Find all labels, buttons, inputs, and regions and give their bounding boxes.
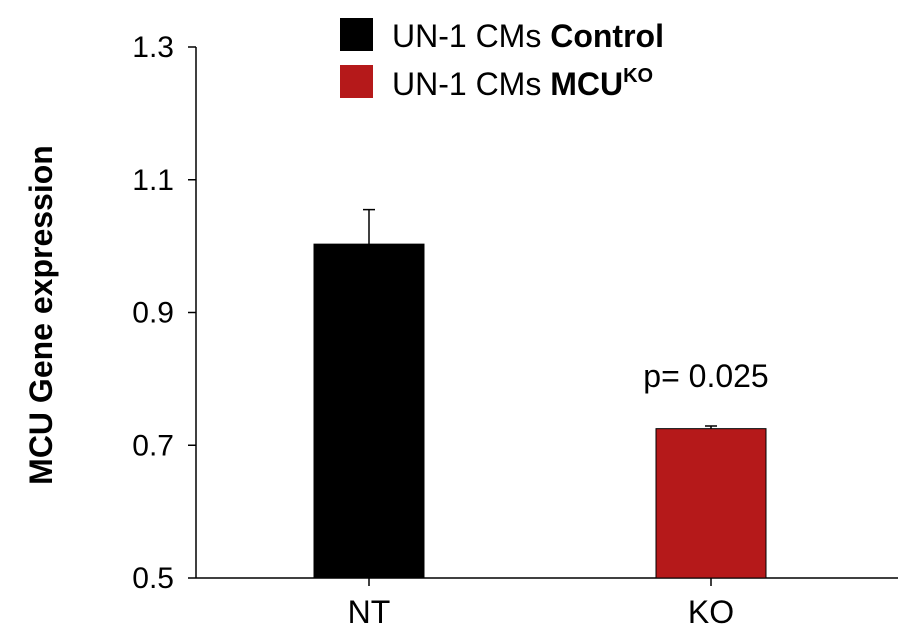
bar-ko (655, 428, 767, 579)
y-axis: 0.5 0.7 0.9 1.1 1.3 (132, 31, 197, 595)
y-tick-label: 0.5 (132, 562, 174, 595)
legend: UN-1 CMs Control UN-1 CMs MCUKO (340, 18, 664, 102)
legend-swatch-mcu-ko (340, 65, 373, 98)
y-axis-label: MCU Gene expression (23, 145, 59, 485)
y-tick-label: 0.7 (132, 429, 174, 462)
bars (313, 243, 767, 579)
legend-swatch-control (340, 18, 373, 51)
p-value-annotation: p= 0.025 (643, 358, 768, 394)
x-tick-label: NT (348, 594, 391, 630)
x-tick-label: KO (688, 594, 734, 630)
y-tick-label: 1.3 (132, 31, 174, 64)
error-bars (363, 208, 717, 429)
bar-nt (313, 243, 425, 579)
y-tick-label: 1.1 (132, 164, 174, 197)
legend-label-mcu-ko: UN-1 CMs MCUKO (392, 65, 653, 102)
y-tick-label: 0.9 (132, 297, 174, 330)
x-axis: NT KO (196, 577, 898, 630)
legend-label-control: UN-1 CMs Control (392, 18, 664, 54)
